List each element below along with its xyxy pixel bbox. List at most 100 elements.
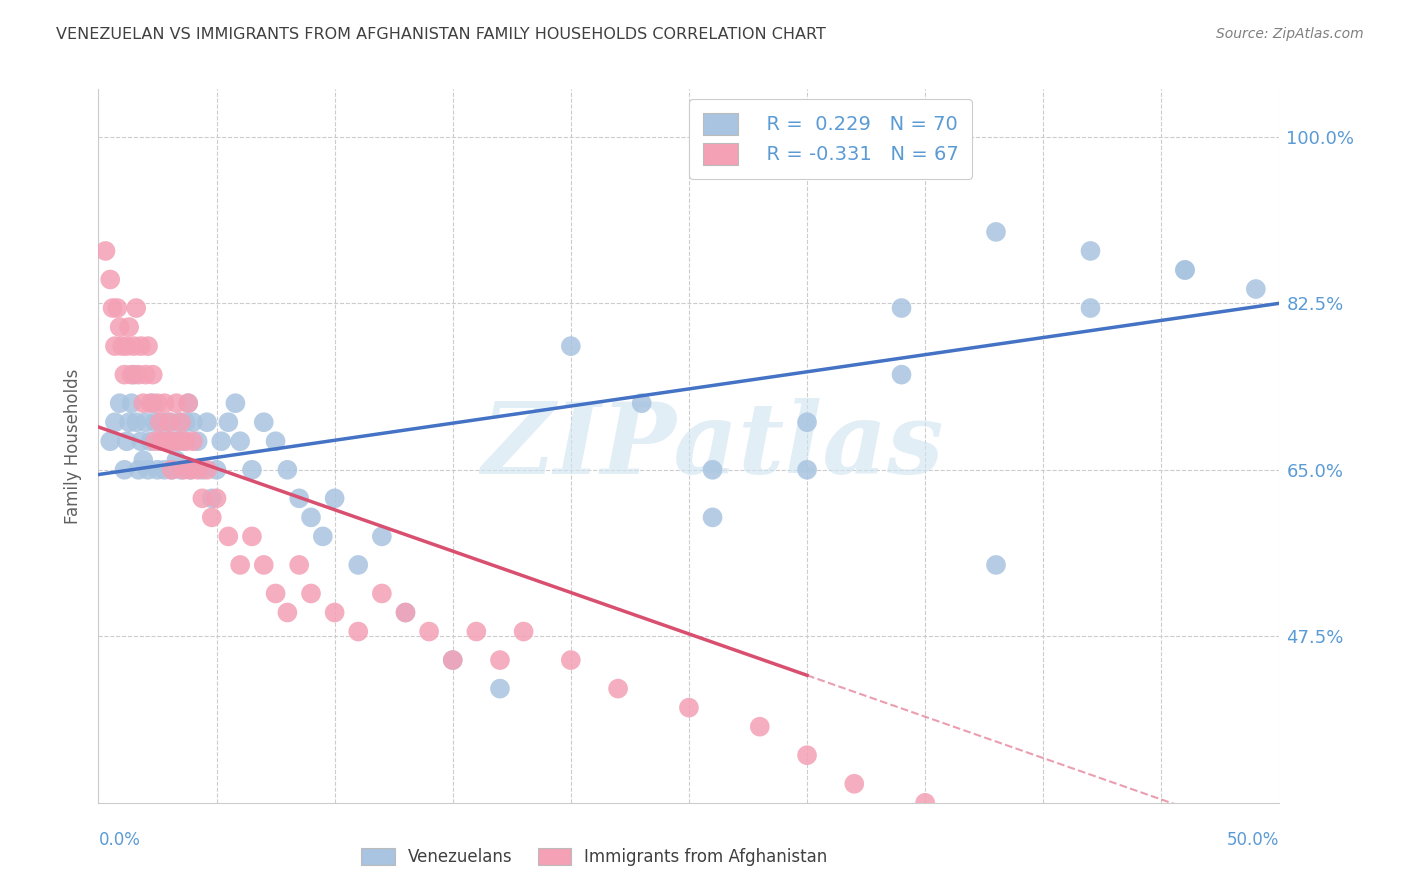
Point xyxy=(170,463,193,477)
Point xyxy=(229,558,252,572)
Point xyxy=(489,653,512,667)
Point xyxy=(560,653,582,667)
Point xyxy=(150,434,173,449)
Point xyxy=(347,624,370,639)
Point xyxy=(115,339,138,353)
Point xyxy=(217,529,239,543)
Point xyxy=(796,415,818,429)
Point xyxy=(153,396,176,410)
Point xyxy=(160,463,183,477)
Point xyxy=(394,606,416,620)
Point xyxy=(299,510,322,524)
Point xyxy=(323,606,346,620)
Point xyxy=(104,415,127,429)
Point xyxy=(229,434,252,449)
Text: 50.0%: 50.0% xyxy=(1227,831,1279,849)
Point xyxy=(94,244,117,258)
Point xyxy=(984,814,1007,829)
Point xyxy=(201,510,224,524)
Point xyxy=(174,415,197,429)
Point xyxy=(111,339,134,353)
Point xyxy=(165,396,187,410)
Point xyxy=(914,796,936,810)
Point xyxy=(118,320,141,334)
Text: ZIPatlas: ZIPatlas xyxy=(481,398,943,494)
Point xyxy=(139,434,162,449)
Point xyxy=(890,368,912,382)
Point xyxy=(630,396,652,410)
Y-axis label: Family Households: Family Households xyxy=(65,368,83,524)
Point xyxy=(128,463,150,477)
Point xyxy=(143,434,166,449)
Text: Source: ZipAtlas.com: Source: ZipAtlas.com xyxy=(1216,27,1364,41)
Point xyxy=(276,606,298,620)
Point xyxy=(165,453,187,467)
Point xyxy=(195,415,218,429)
Point xyxy=(101,301,124,315)
Point xyxy=(160,463,183,477)
Point xyxy=(288,491,311,506)
Point xyxy=(347,558,370,572)
Point xyxy=(984,225,1007,239)
Point xyxy=(678,700,700,714)
Legend: Venezuelans, Immigrants from Afghanistan: Venezuelans, Immigrants from Afghanistan xyxy=(354,841,834,873)
Point xyxy=(112,463,135,477)
Point xyxy=(1080,244,1102,258)
Point xyxy=(167,434,190,449)
Point xyxy=(371,586,394,600)
Point xyxy=(264,586,287,600)
Point xyxy=(142,368,165,382)
Point xyxy=(105,301,128,315)
Point xyxy=(129,434,152,449)
Point xyxy=(104,339,127,353)
Point xyxy=(253,558,276,572)
Point xyxy=(149,415,172,429)
Point xyxy=(98,272,121,286)
Point xyxy=(167,415,190,429)
Point xyxy=(984,558,1007,572)
Point xyxy=(512,624,534,639)
Point xyxy=(125,415,148,429)
Point xyxy=(129,339,152,353)
Point xyxy=(191,463,214,477)
Point xyxy=(121,396,143,410)
Point xyxy=(323,491,346,506)
Point xyxy=(441,653,464,667)
Point xyxy=(122,368,145,382)
Point xyxy=(122,339,145,353)
Point xyxy=(240,463,263,477)
Point xyxy=(180,463,202,477)
Point xyxy=(135,415,157,429)
Point xyxy=(146,463,169,477)
Point xyxy=(174,434,197,449)
Point xyxy=(132,396,155,410)
Point xyxy=(224,396,246,410)
Point xyxy=(201,491,224,506)
Point xyxy=(187,463,209,477)
Point xyxy=(489,681,512,696)
Point xyxy=(163,434,186,449)
Point xyxy=(128,368,150,382)
Point xyxy=(240,529,263,543)
Point xyxy=(288,558,311,572)
Point xyxy=(276,463,298,477)
Point xyxy=(702,463,724,477)
Point xyxy=(172,434,194,449)
Point xyxy=(418,624,440,639)
Point xyxy=(153,463,176,477)
Point xyxy=(180,463,202,477)
Point xyxy=(108,320,131,334)
Point xyxy=(394,606,416,620)
Point xyxy=(844,777,866,791)
Point xyxy=(748,720,770,734)
Point xyxy=(157,415,180,429)
Point xyxy=(136,339,159,353)
Point xyxy=(796,463,818,477)
Point xyxy=(112,368,135,382)
Point xyxy=(125,301,148,315)
Point xyxy=(195,463,218,477)
Point xyxy=(139,396,162,410)
Point xyxy=(205,463,228,477)
Point xyxy=(157,415,180,429)
Point xyxy=(156,434,179,449)
